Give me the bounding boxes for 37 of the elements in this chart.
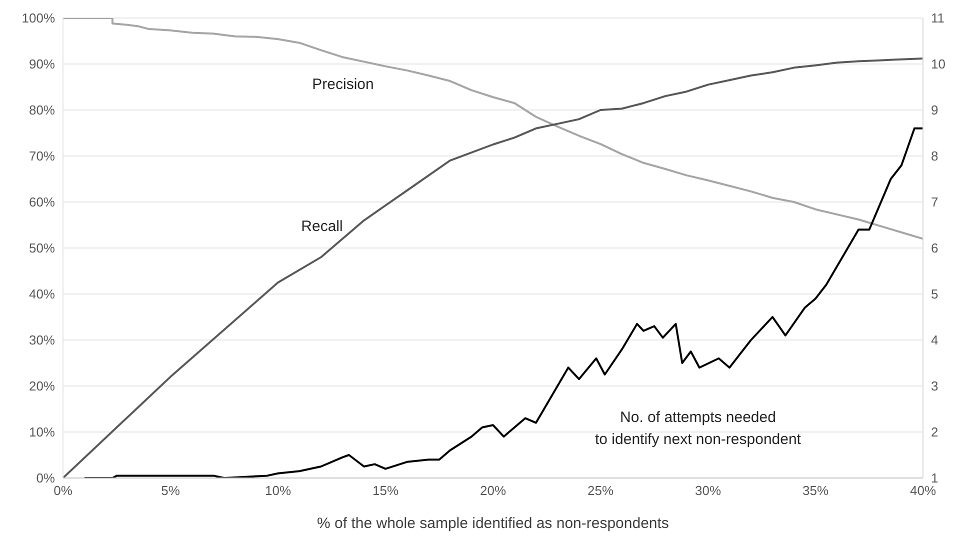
line-series <box>84 127 923 478</box>
y-tick-label: 60% <box>28 194 56 210</box>
y2-tick-label: 4 <box>931 332 938 348</box>
x-tick-label: 5% <box>161 483 180 498</box>
x-tick-label: 10% <box>264 483 292 498</box>
y-tick-label: 0% <box>36 470 56 486</box>
series-label: Recall <box>301 217 343 237</box>
y2-tick-label: 3 <box>931 378 938 394</box>
y-tick-label: 80% <box>28 102 56 118</box>
y2-tick-label: 1 <box>931 470 938 486</box>
y2-tick-label: 11 <box>931 10 944 26</box>
y-tick-label: 30% <box>28 332 56 348</box>
x-tick-label: 40% <box>910 483 936 498</box>
y2-tick-label: 10 <box>931 56 946 72</box>
y2-tick-label: 9 <box>931 102 938 118</box>
y2-tick-label: 7 <box>931 194 938 210</box>
x-tick-label: 35% <box>802 483 829 498</box>
y2-tick-label: 8 <box>931 148 938 164</box>
x-tick-label: 0% <box>54 483 73 498</box>
x-tick-label: 25% <box>587 483 614 498</box>
x-tick-label: 20% <box>480 483 506 498</box>
series-label: Precision <box>312 75 374 95</box>
x-axis-title: % of the whole sample identified as non-respondents <box>317 515 669 532</box>
y2-tick-label: 6 <box>931 240 938 256</box>
y2-tick-label: 2 <box>931 424 938 440</box>
y-tick-label: 40% <box>28 286 56 302</box>
y-tick-label: 70% <box>28 148 56 164</box>
x-tick-label: 15% <box>372 483 399 498</box>
y-tick-label: 90% <box>28 56 56 72</box>
y-tick-label: 10% <box>28 424 56 440</box>
y-tick-label: 20% <box>28 378 56 394</box>
text: No. of attempts needed to identify next non-respondent <box>595 408 801 450</box>
y-tick-label: 50% <box>28 240 56 256</box>
y-tick-label: 100% <box>22 10 56 26</box>
y2-tick-label: 5 <box>931 286 938 302</box>
line-series <box>63 57 923 478</box>
x-tick-label: 30% <box>694 483 722 498</box>
